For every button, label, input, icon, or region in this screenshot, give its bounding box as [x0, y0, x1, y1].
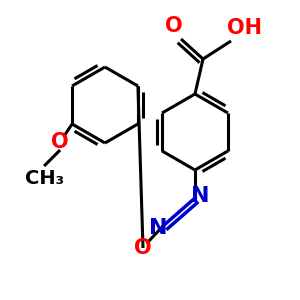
Text: CH₃: CH₃	[25, 169, 64, 188]
Text: N: N	[191, 186, 209, 206]
Text: N: N	[149, 218, 167, 238]
Text: OH: OH	[227, 18, 262, 38]
Text: O: O	[51, 132, 69, 152]
Text: O: O	[165, 16, 183, 36]
Text: O: O	[134, 238, 152, 258]
